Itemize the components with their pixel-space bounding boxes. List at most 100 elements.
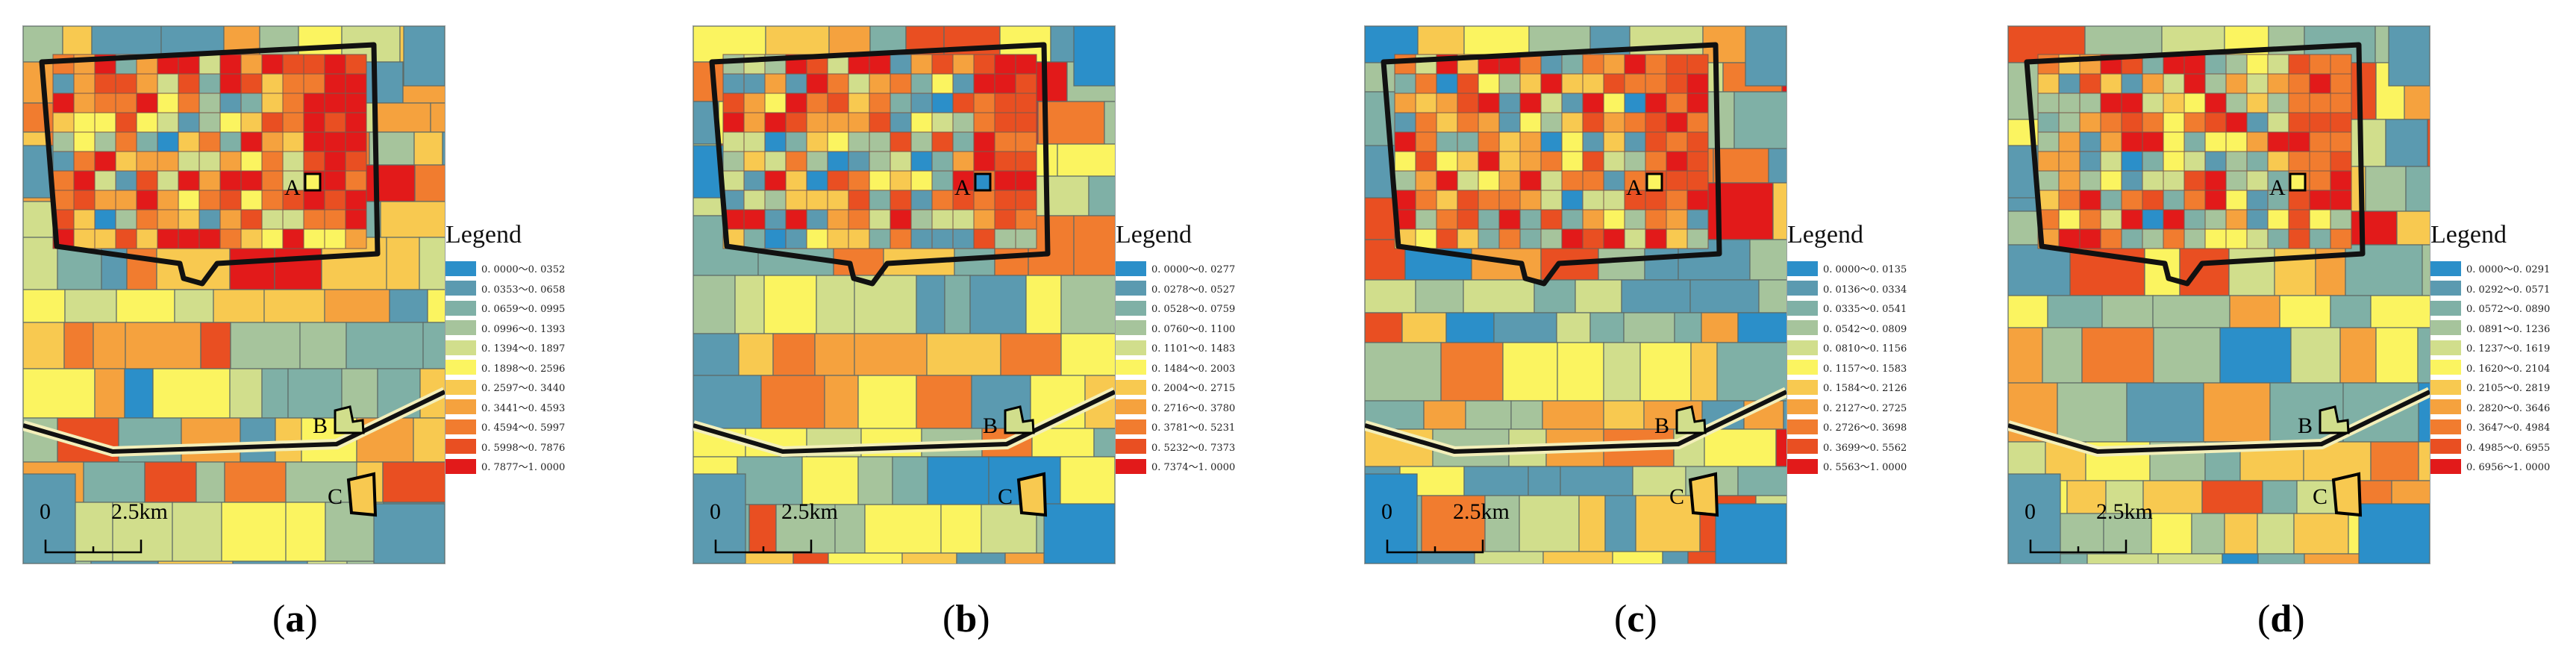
central-parcel-layer bbox=[1394, 54, 1709, 249]
parcel bbox=[2375, 327, 2419, 384]
legend-swatch bbox=[1787, 260, 1818, 276]
legend-range-label: 0. 3781～0. 5231 bbox=[1151, 422, 1236, 434]
parcel bbox=[2103, 513, 2152, 555]
parcel bbox=[952, 151, 975, 172]
study-area-boundary bbox=[1381, 42, 1722, 287]
parcel bbox=[1465, 400, 1512, 430]
parcel bbox=[1540, 170, 1563, 191]
parcel bbox=[2228, 244, 2275, 296]
legend-swatch bbox=[1116, 260, 1146, 276]
parcel bbox=[722, 54, 745, 75]
parcel bbox=[1645, 209, 1667, 230]
legend-range-label: 0. 0659～0. 0995 bbox=[481, 304, 566, 315]
parcel bbox=[2309, 54, 2331, 75]
parcel bbox=[1474, 551, 1544, 564]
parcel bbox=[157, 73, 179, 94]
parcel bbox=[1498, 170, 1521, 191]
parcel bbox=[1624, 131, 1646, 152]
parcel bbox=[157, 93, 179, 113]
parcel bbox=[282, 54, 304, 75]
parcel bbox=[848, 209, 870, 230]
parcel bbox=[1415, 131, 1437, 152]
legend-title: Legend bbox=[446, 221, 522, 249]
parcel bbox=[1394, 151, 1416, 172]
parcel bbox=[2100, 73, 2122, 94]
parcel bbox=[944, 275, 971, 334]
parcel bbox=[2058, 131, 2081, 152]
legend-range-label: 0. 3699～0. 5562 bbox=[1823, 442, 1907, 454]
parcel bbox=[973, 209, 995, 230]
parcel bbox=[345, 209, 367, 230]
legend-item: 0. 2716～0. 3780 bbox=[1116, 399, 1235, 416]
legend-item: 0. 2105～0. 2819 bbox=[2430, 378, 2550, 396]
parcel bbox=[178, 190, 200, 210]
parcel bbox=[2288, 190, 2310, 210]
parcel bbox=[785, 73, 807, 94]
parcel bbox=[1582, 190, 1604, 210]
parcel bbox=[1478, 190, 1500, 210]
parcel bbox=[869, 228, 891, 249]
parcel bbox=[2330, 190, 2352, 210]
parcel bbox=[2058, 73, 2081, 94]
parcel bbox=[200, 322, 231, 369]
parcel bbox=[890, 190, 912, 210]
parcel bbox=[1394, 170, 1416, 191]
parcel bbox=[1015, 73, 1037, 94]
parcel bbox=[240, 73, 263, 94]
parcel bbox=[1603, 73, 1625, 94]
parcel bbox=[94, 151, 116, 172]
legend-item: 0. 1237～0. 1619 bbox=[2430, 339, 2550, 356]
legend-title: Legend bbox=[1787, 221, 1863, 249]
parcel bbox=[1666, 73, 1688, 94]
parcel bbox=[2246, 151, 2269, 172]
parcel bbox=[1519, 495, 1580, 552]
parcel bbox=[157, 131, 179, 152]
parcel bbox=[2100, 151, 2122, 172]
parcel bbox=[2079, 151, 2101, 172]
legend-item: 0. 3699～0. 5562 bbox=[1787, 438, 1907, 455]
parcel bbox=[2246, 209, 2269, 230]
parcel bbox=[2037, 54, 2060, 75]
parcel bbox=[816, 275, 855, 334]
parcel bbox=[94, 228, 116, 249]
parcel bbox=[1519, 54, 1542, 75]
legend-swatch bbox=[1787, 419, 1818, 434]
parcel bbox=[973, 54, 995, 75]
parcel bbox=[1088, 175, 1115, 216]
parcel bbox=[2079, 131, 2101, 152]
parcel bbox=[969, 275, 1027, 334]
parcel bbox=[2047, 295, 2103, 328]
legend-item: 0. 0528～0. 0759 bbox=[1116, 299, 1235, 316]
parcel bbox=[1713, 148, 1769, 184]
parcel bbox=[743, 209, 766, 230]
parcel bbox=[2225, 151, 2248, 172]
parcel bbox=[63, 322, 94, 369]
parcel bbox=[2037, 93, 2060, 113]
parcel bbox=[157, 228, 179, 249]
legend-item: 0. 3781～0. 5231 bbox=[1116, 418, 1235, 435]
legend-item: 0. 0572～0. 0890 bbox=[2430, 299, 2550, 316]
parcel bbox=[2037, 131, 2060, 152]
parcel bbox=[2370, 295, 2430, 328]
parcel bbox=[2288, 112, 2310, 133]
legend-swatch bbox=[1787, 340, 1818, 355]
parcel bbox=[1645, 93, 1667, 113]
parcel bbox=[219, 131, 242, 152]
parcel bbox=[2246, 228, 2269, 249]
parcel bbox=[2246, 112, 2269, 133]
parcel bbox=[827, 131, 849, 152]
parcel bbox=[2121, 170, 2143, 191]
parcel bbox=[775, 504, 836, 554]
parcel bbox=[2330, 228, 2352, 249]
parcel bbox=[785, 112, 807, 133]
panel-caption: (b) bbox=[942, 597, 990, 641]
parcel bbox=[23, 473, 76, 564]
parcel bbox=[2037, 112, 2060, 133]
parcel bbox=[1498, 228, 1521, 249]
parcel bbox=[52, 112, 75, 133]
scale-zero-label: 0 bbox=[40, 499, 51, 524]
parcel bbox=[1519, 170, 1542, 191]
parcel bbox=[1436, 228, 1458, 249]
parcel bbox=[2396, 210, 2430, 246]
parcel bbox=[1561, 73, 1584, 94]
